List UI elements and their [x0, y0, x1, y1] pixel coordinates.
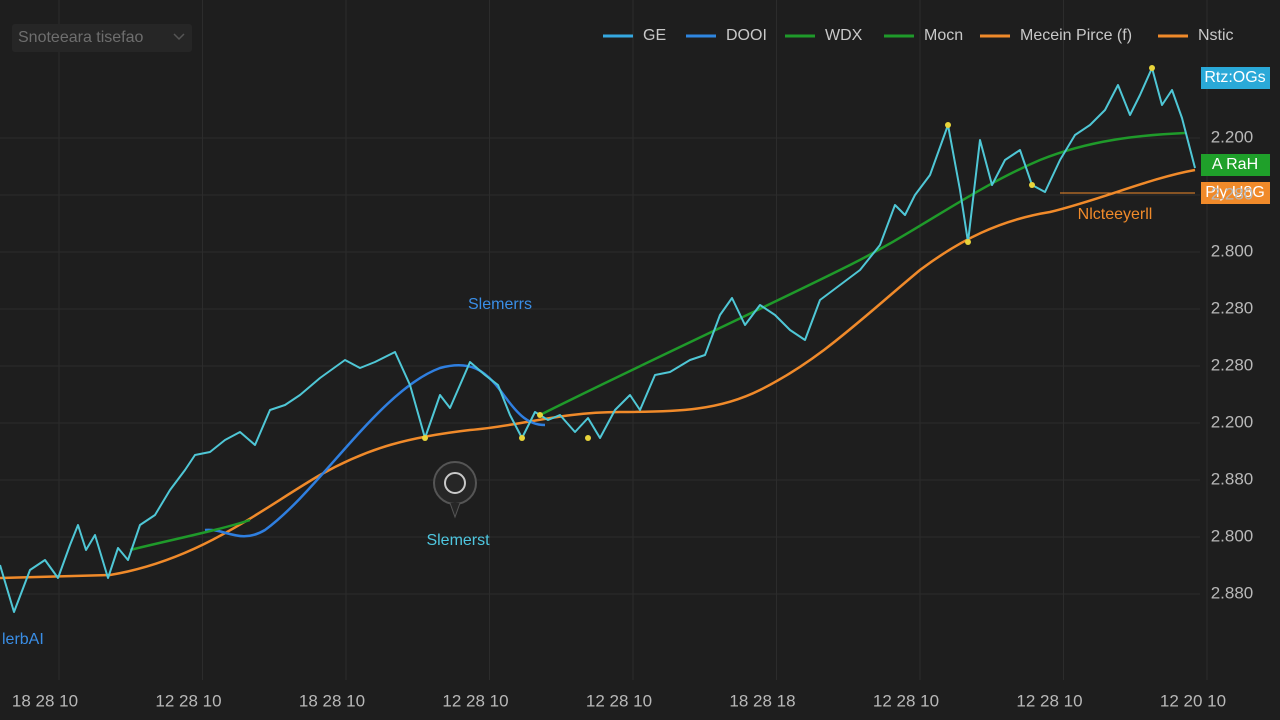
annotation: Slemerrs [468, 296, 532, 313]
marker [537, 412, 543, 418]
annotation: Nlcteeyerll [1078, 206, 1153, 223]
time-axis-label: 18 28 18 [729, 691, 795, 710]
price-axis-label: 2.800 [1211, 526, 1254, 545]
marker [1149, 65, 1155, 71]
price-tag-label: Ply U8G [1205, 184, 1265, 201]
legend-label: Mocn [924, 27, 963, 44]
grid [0, 0, 1208, 680]
price-axis-label: 2.880 [1211, 469, 1254, 488]
price-axis-label: 2.280 [1211, 355, 1254, 374]
dropdown-arrow [173, 33, 185, 41]
price-axis-label: 2.880 [1211, 583, 1254, 602]
marker [585, 435, 591, 441]
green-line [129, 131, 1186, 552]
icon-ring [433, 461, 477, 505]
marker [1029, 182, 1035, 188]
icon-core [444, 472, 466, 494]
price-tag [1201, 182, 1270, 204]
time-axis-label: 12 28 10 [442, 691, 508, 710]
markers [422, 65, 1155, 441]
annotation: lerbAI [2, 631, 44, 648]
time-axis-label: 12 28 10 [586, 691, 652, 710]
time-axis-label: 12 20 10 [1160, 691, 1226, 710]
price-axis-label: 2.200 [1211, 127, 1254, 146]
annotation: Slemerst [426, 532, 490, 549]
price-tag [1201, 67, 1270, 89]
price-axis-label: 2.200 [1211, 412, 1254, 431]
legend-label: Nstic [1198, 27, 1234, 44]
legend-label: GE [643, 27, 666, 44]
price-tags: Rtz:OGs A RaH Ply U8G [1201, 67, 1270, 204]
price-axis-label: 2.280 [1211, 298, 1254, 317]
price-axis-label: 2.280 [1211, 184, 1254, 203]
price-tag-label: A RaH [1212, 156, 1258, 173]
marker [422, 435, 428, 441]
time-axis-label: 12 28 10 [155, 691, 221, 710]
price-line [0, 67, 1196, 613]
legend-label: Mecein Pirce (f) [1020, 27, 1132, 44]
icon-pin [449, 502, 461, 519]
legend-label: DOOI [726, 27, 767, 44]
blue-line [204, 363, 546, 538]
symbol-selector-label: Snoteeara tisefao [18, 29, 144, 46]
price-tag [1201, 154, 1270, 176]
symbol-selector[interactable] [12, 24, 192, 52]
marker [945, 122, 951, 128]
time-axis-label: 18 28 10 [299, 691, 365, 710]
annotation-icon [433, 461, 477, 519]
legend: GE DOOI WDX Mocn Mecein Pirce (f) Nstic [603, 27, 1234, 44]
price-axis-label: 2.800 [1211, 241, 1254, 260]
time-axis-label: 12 28 10 [1016, 691, 1082, 710]
time-axis-label: 12 28 10 [873, 691, 939, 710]
marker [965, 239, 971, 245]
legend-label: WDX [825, 27, 863, 44]
time-axis-label: 18 28 10 [12, 691, 78, 710]
price-tag-label: Rtz:OGs [1204, 69, 1265, 86]
marker [519, 435, 525, 441]
